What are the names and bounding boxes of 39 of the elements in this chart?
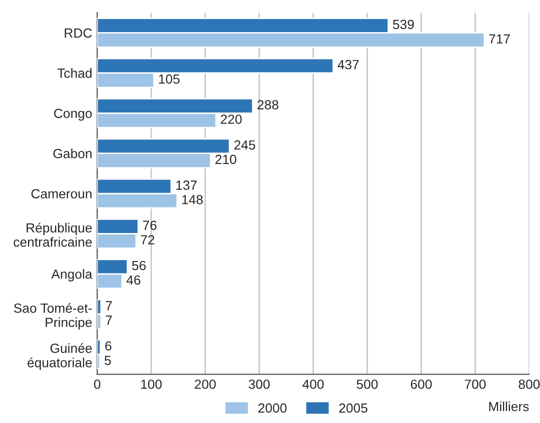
- x-tick-label: 400: [302, 380, 324, 389]
- y-tick-label: Cameroun: [31, 189, 92, 198]
- y-tick-label: RDC: [64, 28, 92, 38]
- data-label: 245: [234, 140, 256, 150]
- x-tick-label: 500: [356, 380, 378, 389]
- data-label: 46: [126, 275, 140, 285]
- data-label: 7: [106, 301, 112, 310]
- x-tick-label: 200: [194, 380, 216, 389]
- data-label: 148: [182, 194, 203, 204]
- y-tick-label: Gabon: [53, 148, 92, 158]
- data-label: 5: [104, 356, 111, 366]
- data-label: 56: [132, 260, 146, 270]
- data-label: 210: [215, 154, 236, 164]
- data-label: 437: [338, 60, 359, 70]
- data-label: 288: [258, 100, 278, 110]
- x-axis-title: Milliers: [489, 401, 529, 412]
- x-tick-label: 800: [518, 380, 540, 389]
- data-label: 717: [489, 34, 510, 44]
- data-label: 137: [176, 180, 197, 190]
- x-tick-label: 300: [248, 380, 270, 389]
- legend-label: 2000: [258, 403, 287, 413]
- y-tick-label: Angola: [51, 269, 92, 282]
- x-tick-label: 700: [464, 380, 486, 389]
- data-label: 76: [143, 220, 157, 230]
- y-tick-label: Congo: [54, 108, 92, 121]
- data-label: 6: [105, 341, 112, 351]
- y-tick-label: Sao Tomé-et- Principe: [14, 302, 92, 330]
- data-label: 72: [140, 235, 154, 244]
- legend-label: 2005: [339, 403, 368, 413]
- data-label: 220: [220, 114, 242, 124]
- y-tick-label: Tchad: [57, 68, 92, 78]
- y-tick-label: République centrafricaine: [14, 222, 92, 247]
- data-label: 105: [159, 74, 180, 84]
- x-tick-label: 100: [141, 380, 162, 389]
- data-label: 7: [106, 316, 112, 325]
- x-tick-label: 0: [94, 380, 100, 389]
- y-tick-label: Guinée équatoriale: [28, 343, 92, 370]
- data-label: 539: [392, 20, 414, 30]
- x-tick-label: 600: [410, 380, 432, 389]
